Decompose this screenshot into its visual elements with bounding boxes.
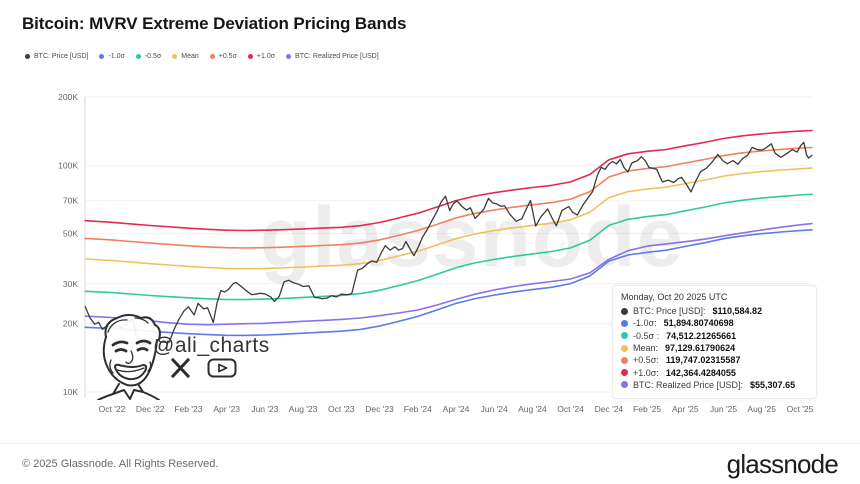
tooltip-value: $55,307.65 (750, 379, 796, 390)
tooltip-label: -0.5σ : (633, 330, 660, 341)
x-tick-Feb25: Feb '25 (633, 404, 661, 414)
x-tick-Aug24: Aug '24 (518, 404, 547, 414)
legend-item-plus05[interactable]: +0.5σ (209, 53, 237, 60)
tooltip-label: +1.0σ: (633, 367, 659, 378)
y-tick-10K: 10K (63, 387, 78, 397)
legend-label: BTC: Realized Price [USD] (295, 53, 379, 60)
plus1-legend-dot-icon (247, 54, 253, 59)
tooltip-row-realized: BTC: Realized Price [USD]: $55,307.65 (621, 379, 808, 391)
legend-item-realized[interactable]: BTC: Realized Price [USD] (286, 53, 379, 60)
legend-item-minus05[interactable]: -0.5σ (135, 53, 162, 60)
tooltip-row-plus1: +1.0σ: 142,364.4284055 (621, 366, 808, 378)
tooltip-label: BTC: Price [USD]: (633, 306, 706, 317)
x-tick-Apr23: Apr '23 (213, 404, 240, 414)
legend-label: +0.5σ (218, 53, 237, 60)
x-tick-Apr24: Apr '24 (443, 404, 470, 414)
line-mean (84, 167, 813, 270)
tooltip-row-minus1: -1.0σ: 51,894.80740698 (621, 317, 808, 329)
legend-label: -0.5σ (144, 53, 162, 60)
tooltip-value: 119,747.02315587 (665, 355, 741, 366)
tooltip-value: 97,129.61790624 (665, 343, 736, 354)
chart-legend: BTC: Price [USD] -1.0σ -0.5σ Mean +0.5σ +1.0σ… (25, 53, 379, 60)
y-tick-70K: 70K (63, 195, 78, 205)
minus1-dot-icon (621, 319, 628, 327)
x-tick-Apr25: Apr '25 (672, 404, 699, 414)
x-tick-Oct22: Oct '22 (99, 404, 126, 414)
footer: © 2025 Glassnode. All Rights Reserved. g… (0, 443, 860, 484)
tooltip-value: 51,894.80740698 (663, 318, 734, 329)
mean-dot-icon (621, 344, 628, 352)
legend-label: BTC: Price [USD] (34, 53, 89, 60)
x-tick-Dec23: Dec '23 (365, 404, 394, 414)
legend-label: +1.0σ (256, 53, 276, 60)
line-minus05 (84, 193, 813, 301)
x-logo-icon (170, 358, 191, 378)
x-tick-Oct24: Oct '24 (557, 404, 584, 414)
tooltip-value: 142,364.4284055 (665, 367, 736, 378)
realized-dot-icon (621, 381, 628, 389)
tooltip-label: +0.5σ: (633, 355, 659, 366)
plus1-dot-icon (621, 369, 628, 377)
y-tick-100K: 100K (58, 160, 78, 170)
line-minus1 (84, 229, 813, 337)
legend-item-mean[interactable]: Mean (172, 53, 199, 60)
x-tick-Jun25: Jun '25 (710, 404, 737, 414)
price-dot-icon (621, 307, 628, 315)
legend-item-plus1[interactable]: +1.0σ (247, 53, 276, 60)
minus05-dot-icon (621, 332, 628, 340)
glassnode-logo: glassnode (726, 448, 839, 479)
chart-tooltip: Monday, Oct 20 2025 UTC BTC: Price [USD]… (612, 285, 817, 400)
line-plus05 (84, 146, 813, 249)
x-tick-Aug23: Aug '23 (289, 404, 318, 414)
y-tick-200K: 200K (58, 92, 78, 102)
legend-label: -1.0σ (108, 53, 125, 60)
page-title: Bitcoin: MVRV Extreme Deviation Pricing … (22, 14, 407, 33)
tooltip-label: -1.0σ: (633, 318, 657, 329)
tooltip-row-price: BTC: Price [USD]: $110,584.82 (621, 305, 808, 317)
x-tick-Aug25: Aug '25 (747, 404, 776, 414)
minus05-legend-dot-icon (135, 54, 141, 59)
line-realized (84, 222, 813, 326)
x-tick-Dec22: Dec '22 (136, 404, 165, 414)
legend-label: Mean (181, 53, 199, 60)
x-tick-Oct25: Oct '25 (787, 404, 814, 414)
x-tick-Jun24: Jun '24 (481, 404, 508, 414)
x-tick-Feb24: Feb '24 (404, 404, 432, 414)
plus05-legend-dot-icon (209, 54, 215, 59)
tooltip-date: Monday, Oct 20 2025 UTC (621, 292, 728, 302)
tooltip-row-minus05: -0.5σ : 74,512.21265661 (621, 330, 808, 342)
tooltip-rows: BTC: Price [USD]: $110,584.82 -1.0σ: 51,894… (621, 305, 808, 391)
x-tick-Feb23: Feb '23 (174, 404, 202, 414)
ali-charts-handle: @ali_charts (153, 334, 270, 357)
chart-plot-area[interactable]: 200K 100K 70K 50K 30K 20K 10K Oct '22 Dec '22 Feb… (0, 0, 860, 443)
minus1-legend-dot-icon (99, 54, 105, 59)
x-tick-Dec24: Dec '24 (595, 404, 624, 414)
legend-item-minus1[interactable]: -1.0σ (99, 53, 125, 60)
legend-item-price[interactable]: BTC: Price [USD] (25, 53, 88, 60)
ali-face-sketch (97, 314, 161, 400)
x-tick-Oct23: Oct '23 (328, 404, 355, 414)
copyright-text: © 2025 Glassnode. All Rights Reserved. (22, 458, 219, 470)
mean-legend-dot-icon (172, 54, 178, 59)
line-btc-price (84, 141, 813, 347)
price-legend-dot-icon (25, 54, 30, 59)
tooltip-value: $110,584.82 (712, 306, 763, 317)
social-icons (170, 358, 237, 378)
youtube-icon (207, 358, 237, 378)
tooltip-label: BTC: Realized Price [USD]: (633, 379, 744, 390)
y-tick-50K: 50K (63, 229, 78, 239)
y-tick-30K: 30K (63, 279, 78, 289)
tooltip-label: Mean: (633, 343, 659, 354)
realized-legend-dot-icon (286, 54, 292, 59)
line-plus1 (84, 129, 813, 232)
y-tick-20K: 20K (63, 319, 78, 329)
tooltip-row-plus05: +0.5σ: 119,747.02315587 (621, 354, 808, 366)
x-tick-Jun23: Jun '23 (251, 404, 278, 414)
tooltip-value: 74,512.21265661 (666, 330, 737, 341)
plus05-dot-icon (621, 356, 628, 364)
glassnode-watermark: glassnode (260, 190, 684, 284)
tooltip-row-mean: Mean: 97,129.61790624 (621, 342, 808, 354)
